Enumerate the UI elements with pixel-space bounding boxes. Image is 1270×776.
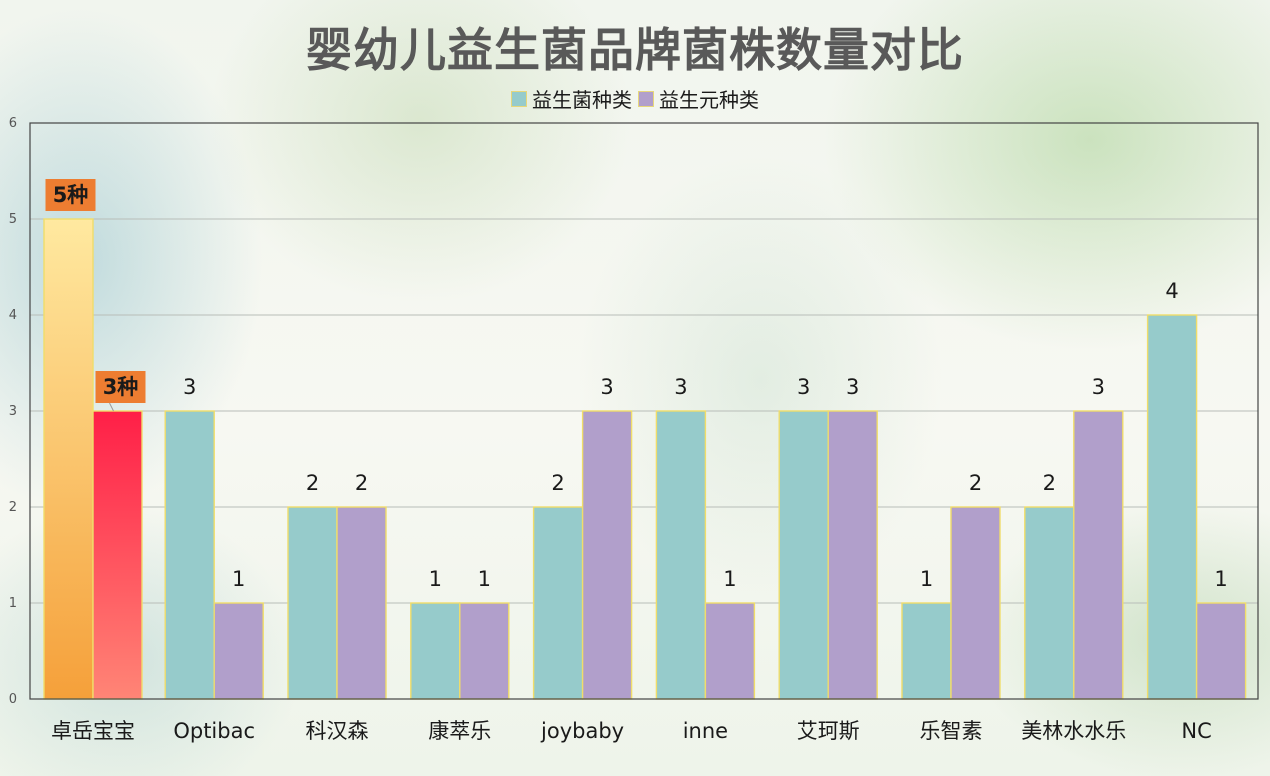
data-label: 1 bbox=[920, 567, 933, 591]
bar-prebiotic-9 bbox=[1195, 602, 1247, 700]
data-label: 2 bbox=[551, 471, 564, 495]
y-tick-label: 5 bbox=[9, 212, 17, 227]
bar-prebiotic-5 bbox=[704, 602, 756, 700]
x-tick-label: 艾珂斯 bbox=[797, 719, 860, 743]
highlight-label-0: 5种 bbox=[45, 179, 96, 211]
data-label: 1 bbox=[1214, 567, 1227, 591]
data-label: 1 bbox=[429, 567, 442, 591]
bar-prebiotic-2 bbox=[336, 506, 387, 700]
bar-probiotic-7 bbox=[901, 602, 952, 700]
x-tick-label: 卓岳宝宝 bbox=[51, 719, 135, 743]
bar-probiotic-8 bbox=[1024, 506, 1075, 700]
x-tick-label: 乐智素 bbox=[920, 719, 983, 743]
legend-item-prebiotic: 益生元种类 bbox=[638, 84, 759, 113]
bar-probiotic-9 bbox=[1146, 314, 1198, 700]
bar-probiotic-3 bbox=[410, 602, 461, 700]
data-label: 2 bbox=[306, 471, 319, 495]
data-label: 2 bbox=[1043, 471, 1056, 495]
y-tick-label: 1 bbox=[9, 596, 17, 611]
chart-legend: 益生菌种类 益生元种类 bbox=[0, 84, 1270, 113]
legend-item-probiotic: 益生菌种类 bbox=[511, 84, 632, 113]
bar-probiotic-0 bbox=[43, 218, 94, 700]
y-tick-label: 2 bbox=[9, 500, 17, 515]
bar-probiotic-5 bbox=[655, 410, 707, 700]
bar-probiotic-6 bbox=[778, 410, 829, 700]
data-label: 1 bbox=[723, 567, 736, 591]
x-tick-label: inne bbox=[683, 719, 728, 743]
bar-prebiotic-1 bbox=[213, 602, 264, 700]
data-label: 3 bbox=[1092, 375, 1105, 399]
highlight-leader-line bbox=[109, 402, 114, 412]
highlight-label-text: 5种 bbox=[53, 183, 89, 207]
data-label: 2 bbox=[355, 471, 368, 495]
highlight-label-box bbox=[95, 371, 146, 403]
x-tick-label: 康萃乐 bbox=[428, 719, 491, 743]
data-label: 3 bbox=[600, 375, 613, 399]
y-tick-label: 4 bbox=[9, 308, 17, 323]
y-tick-label: 3 bbox=[9, 404, 17, 419]
data-label: 3 bbox=[183, 375, 196, 399]
x-tick-label: 美林水水乐 bbox=[1021, 719, 1126, 743]
data-label: 3 bbox=[674, 375, 687, 399]
x-tick-label: Optibac bbox=[173, 719, 255, 743]
legend-swatch-prebiotic bbox=[638, 90, 654, 107]
legend-swatch-probiotic bbox=[511, 90, 527, 107]
y-tick-label: 6 bbox=[9, 116, 17, 131]
x-tick-label: 科汉森 bbox=[306, 719, 369, 743]
bar-probiotic-2 bbox=[287, 506, 338, 700]
x-tick-label: NC bbox=[1181, 719, 1211, 743]
plot-frame bbox=[29, 122, 1259, 700]
data-label: 1 bbox=[232, 567, 245, 591]
bar-prebiotic-3 bbox=[459, 602, 510, 700]
highlight-label-box bbox=[45, 179, 96, 211]
highlight-label-text: 3种 bbox=[103, 375, 139, 399]
bar-prebiotic-4 bbox=[581, 410, 633, 700]
legend-label-probiotic: 益生菌种类 bbox=[532, 88, 632, 112]
bar-probiotic-4 bbox=[532, 506, 584, 700]
highlight-label-1: 3种 bbox=[95, 371, 146, 412]
chart-title: 婴幼儿益生菌品牌菌株数量对比 bbox=[306, 23, 964, 77]
legend-label-prebiotic: 益生元种类 bbox=[659, 88, 759, 112]
bar-prebiotic-7 bbox=[950, 506, 1001, 700]
data-label: 4 bbox=[1165, 279, 1178, 303]
data-label: 2 bbox=[969, 471, 982, 495]
x-tick-label: joybaby bbox=[540, 719, 624, 743]
bar-prebiotic-8 bbox=[1073, 410, 1124, 700]
data-label: 3 bbox=[797, 375, 810, 399]
bar-probiotic-1 bbox=[164, 410, 215, 700]
bar-prebiotic-0 bbox=[92, 410, 143, 700]
data-label: 1 bbox=[478, 567, 491, 591]
data-label: 3 bbox=[846, 375, 859, 399]
bar-prebiotic-6 bbox=[827, 410, 878, 700]
y-tick-label: 0 bbox=[9, 692, 17, 707]
